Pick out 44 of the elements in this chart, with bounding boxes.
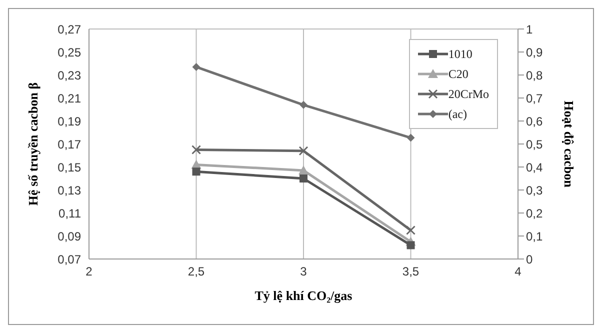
point — [300, 174, 308, 182]
y-tick-label: 0,25 — [58, 45, 82, 60]
legend-label: C20 — [448, 66, 468, 83]
y2-tick-label: 0,9 — [526, 45, 544, 60]
point — [192, 62, 200, 71]
y-tick-label: 0,23 — [58, 68, 82, 82]
y2-tick-label: 0,8 — [526, 68, 544, 82]
point — [298, 146, 308, 156]
y-tick-label: 0,27 — [58, 22, 82, 36]
point — [406, 134, 415, 142]
legend-label: (ac) — [448, 106, 467, 123]
y2-tick-label: 0,6 — [526, 114, 544, 128]
y2-tick-label: 0,1 — [526, 229, 544, 244]
x-tick-label: 3,5 — [402, 264, 420, 279]
x-tick-label: 4 — [514, 264, 522, 279]
point — [300, 100, 308, 109]
y-axis-title: Hệ số truyền cacbon β — [26, 82, 41, 206]
y2-axis-title: Hoạt độ cacbon — [561, 100, 576, 188]
legend-label: 1010 — [448, 46, 472, 63]
y2-tick-label: 0,4 — [526, 160, 544, 174]
y2-tick-label: 0 — [526, 252, 533, 266]
y-tick-label: 0,07 — [58, 252, 82, 266]
y2-tick-label: 0,2 — [526, 206, 544, 220]
y2-tick-label: 1 — [526, 22, 533, 36]
legend-label: 20CrMo — [448, 86, 489, 103]
point — [192, 168, 200, 176]
point — [298, 165, 308, 174]
y-tick-label: 0,13 — [58, 183, 82, 198]
x-tick-label: 3 — [300, 264, 308, 279]
y-tick-label: 0,19 — [58, 114, 82, 128]
point — [406, 241, 415, 250]
y2-tick-label: 0,5 — [526, 137, 544, 152]
x-tick-label: 2 — [86, 264, 93, 279]
y-tick-label: 0,15 — [58, 160, 82, 174]
point — [406, 226, 416, 235]
y-tick-label: 0,21 — [58, 91, 82, 106]
x-tick-label: 2,5 — [188, 264, 205, 279]
y-tick-label: 0,17 — [58, 137, 82, 152]
x-axis-title: Tỷ lệ khí CO₂/gas — [254, 288, 352, 303]
y2-tick-label: 0,7 — [526, 91, 544, 106]
y-tick-label: 0,11 — [58, 206, 82, 220]
point — [192, 145, 201, 154]
y2-tick-label: 0,3 — [526, 183, 544, 198]
y-tick-label: 0,09 — [58, 229, 82, 244]
